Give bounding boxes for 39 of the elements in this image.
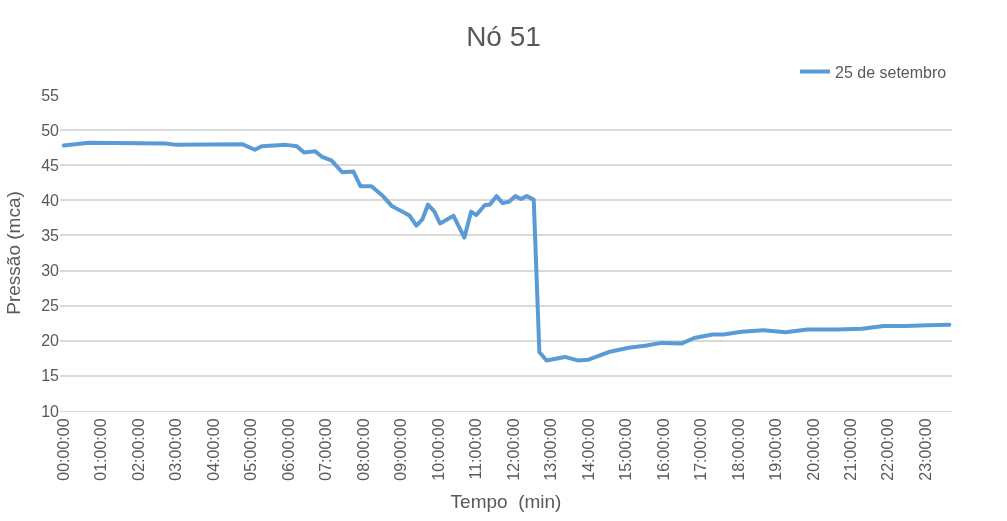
y-tick-label: 40 <box>41 191 60 209</box>
x-tick-label: 08:00:00 <box>354 418 372 481</box>
y-tick-label: 55 <box>41 86 60 104</box>
line-series <box>61 140 952 363</box>
y-axis-title: Pressão (mca) <box>3 191 25 315</box>
x-tick-label: 10:00:00 <box>429 418 447 481</box>
x-tick-label: 18:00:00 <box>729 418 747 481</box>
x-tick-label: 16:00:00 <box>654 418 672 481</box>
x-tick-label: 03:00:00 <box>167 418 185 481</box>
y-tick-label: 25 <box>41 297 60 315</box>
x-tick-label: 20:00:00 <box>804 418 822 481</box>
x-axis-title: Tempo (min) <box>450 491 562 513</box>
x-tick-label: 07:00:00 <box>317 418 335 481</box>
y-tick-label: 50 <box>41 121 60 139</box>
x-tick-label: 11:00:00 <box>467 418 485 480</box>
x-tick-label: 14:00:00 <box>579 418 597 481</box>
x-tick-label: 22:00:00 <box>879 418 897 481</box>
x-tick-label: 09:00:00 <box>392 418 410 481</box>
x-tick-label: 04:00:00 <box>204 418 222 481</box>
x-tick-label: 23:00:00 <box>916 418 934 481</box>
y-tick-label: 35 <box>41 227 60 245</box>
y-tick-label: 15 <box>41 367 60 385</box>
y-tick-label: 45 <box>41 156 60 174</box>
x-tick-label: 17:00:00 <box>692 418 710 481</box>
x-tick-label: 12:00:00 <box>504 418 522 481</box>
y-tick-label: 30 <box>41 262 60 280</box>
y-tick-label: 20 <box>41 332 60 350</box>
chart-title: Nó 51 <box>466 21 541 53</box>
x-tick-label: 13:00:00 <box>542 418 560 481</box>
legend-label: 25 de setembro <box>835 63 947 81</box>
x-tick-label: 19:00:00 <box>767 418 785 481</box>
x-tick-label: 05:00:00 <box>242 418 260 481</box>
x-tick-label: 15:00:00 <box>617 418 635 481</box>
x-tick-label: 02:00:00 <box>129 418 147 481</box>
x-tick-label: 21:00:00 <box>842 418 860 481</box>
y-tick-label: 10 <box>41 402 60 420</box>
x-tick-label: 00:00:00 <box>54 418 72 481</box>
x-tick-label: 01:00:00 <box>92 418 110 481</box>
x-tick-label: 06:00:00 <box>279 418 297 481</box>
